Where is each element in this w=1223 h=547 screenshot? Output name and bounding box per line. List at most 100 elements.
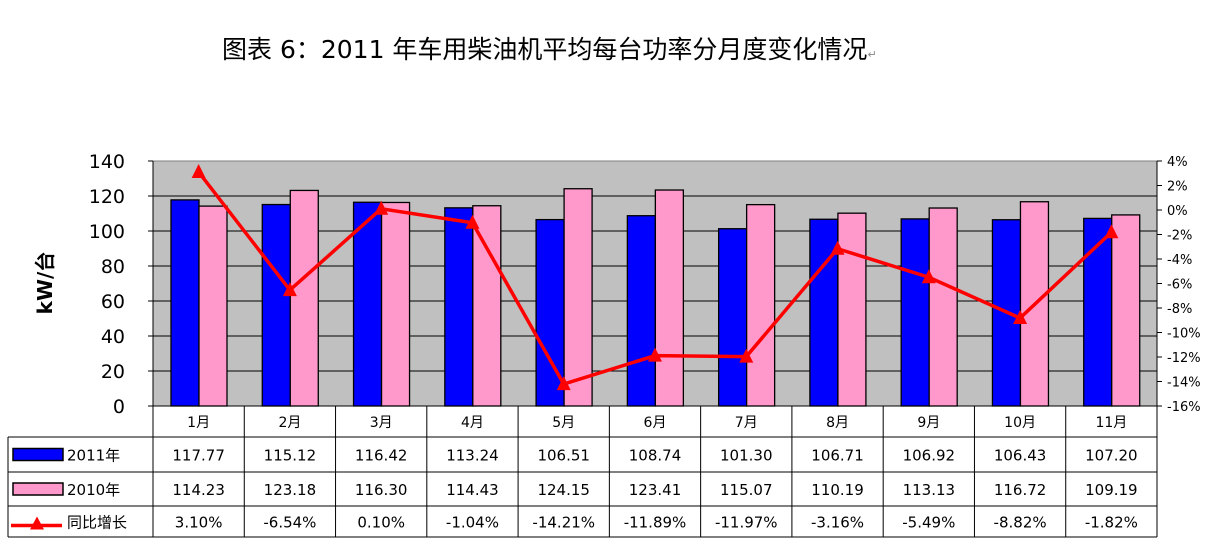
y2-tick-label: -14%	[1167, 376, 1201, 391]
table-cell: -11.97%	[715, 514, 778, 532]
category-label: 11月	[1095, 415, 1127, 431]
bar-2010年	[745, 203, 776, 407]
y2-tick-label: 2%	[1167, 180, 1188, 195]
table-cell: 117.77	[172, 447, 225, 465]
table-cell: 106.43	[994, 447, 1047, 465]
table-cell: 106.92	[903, 447, 956, 465]
table-cell: -1.82%	[1085, 514, 1138, 532]
growth-marker	[191, 164, 206, 179]
table-cell: 124.15	[537, 481, 590, 499]
category-label: 6月	[644, 415, 667, 431]
y-tick-label: 80	[101, 256, 125, 278]
bar-2011年	[261, 203, 291, 407]
bar-2010年	[654, 189, 685, 407]
bar-2011年	[352, 201, 383, 407]
y-axis-label: kW/台	[33, 252, 57, 315]
bar-2010年	[1111, 214, 1141, 407]
bar-2011年	[809, 218, 839, 407]
bar-2011年	[444, 207, 474, 407]
legend-triangle-icon	[30, 516, 44, 530]
table-cell: -1.04%	[446, 514, 499, 532]
table-cell: 0.10%	[357, 514, 405, 532]
y-tick-label: 140	[89, 151, 125, 173]
table-cell: -14.21%	[532, 514, 595, 532]
bar-2010年	[563, 188, 593, 407]
bar-2011年	[900, 218, 930, 407]
table-cell: 114.43	[446, 481, 499, 499]
table-cell: 106.71	[811, 447, 864, 465]
category-label: 3月	[370, 415, 393, 431]
growth-marker	[739, 348, 754, 363]
growth-marker	[1104, 224, 1119, 239]
bar-2011年	[170, 199, 200, 407]
growth-marker	[465, 214, 480, 229]
chart-title-text: 图表 6：2011 年车用柴油机平均每台功率分月度变化情况	[222, 35, 867, 64]
y2-tick-label: -16%	[1167, 400, 1201, 415]
table-cell: -6.54%	[263, 514, 316, 532]
y2-tick-label: -4%	[1167, 253, 1192, 268]
y-tick-label: 120	[89, 186, 125, 208]
table-cell: 101.30	[720, 447, 773, 465]
bar-2011年	[626, 215, 657, 407]
bar-2010年	[380, 201, 411, 407]
category-label: 9月	[917, 415, 940, 431]
return-mark: ↵	[867, 48, 876, 61]
table-cell: 109.19	[1085, 481, 1138, 499]
table-cell: -11.89%	[624, 514, 687, 532]
bar-2011年	[1083, 217, 1113, 407]
growth-marker	[556, 376, 571, 391]
bar-2011年	[717, 228, 748, 407]
growth-marker	[921, 269, 936, 284]
growth-marker	[1013, 310, 1028, 325]
table-cell: 116.30	[355, 481, 408, 499]
y2-tick-label: -2%	[1167, 229, 1192, 244]
legend-label: 2011年	[67, 447, 120, 465]
growth-marker	[282, 282, 297, 297]
y-tick-label: 60	[101, 291, 125, 313]
category-label: 2月	[278, 415, 301, 431]
bar-2010年	[837, 212, 867, 407]
bar-2010年	[289, 189, 319, 407]
table-cell: 107.20	[1085, 447, 1138, 465]
table-cell: 106.51	[537, 447, 590, 465]
bar-2010年	[472, 205, 502, 407]
legend-label: 2010年	[67, 481, 120, 499]
category-label: 4月	[461, 415, 484, 431]
table-cell: 110.19	[811, 481, 864, 499]
category-label: 8月	[826, 415, 849, 431]
y-tick-label: 40	[101, 326, 125, 348]
growth-marker	[374, 200, 389, 215]
category-label: 7月	[735, 415, 758, 431]
growth-marker	[648, 347, 662, 362]
legend-swatch-2011年	[12, 447, 64, 462]
y2-tick-label: -10%	[1167, 327, 1201, 342]
table-cell: -5.49%	[902, 514, 955, 532]
table-cell: 123.18	[264, 481, 317, 499]
table-cell: 116.42	[355, 447, 408, 465]
y2-tick-label: -8%	[1167, 302, 1192, 317]
y2-tick-label: 0%	[1167, 204, 1188, 219]
table-cell: -3.16%	[811, 514, 864, 532]
bar-2010年	[928, 207, 958, 407]
category-label: 5月	[552, 415, 575, 431]
table-cell: 115.07	[720, 481, 773, 499]
y-tick-label: 0	[113, 396, 125, 418]
chart-title: 图表 6：2011 年车用柴油机平均每台功率分月度变化情况↵	[222, 35, 877, 64]
legend-label: 同比增长	[67, 514, 127, 532]
y2-tick-label: -6%	[1167, 278, 1192, 293]
category-label: 1月	[187, 415, 210, 431]
table-cell: 123.41	[629, 481, 682, 499]
y-tick-label: 100	[89, 221, 125, 243]
y2-tick-label: -12%	[1167, 351, 1201, 366]
table-cell: 113.24	[446, 447, 499, 465]
table-cell: 3.10%	[175, 514, 223, 532]
y-tick-label: 20	[101, 361, 125, 383]
category-label: 10月	[1004, 415, 1036, 431]
table-cell: 116.72	[994, 481, 1047, 499]
table-cell: 114.23	[172, 481, 225, 499]
y2-tick-label: 4%	[1167, 155, 1188, 170]
growth-marker	[830, 240, 845, 255]
bar-2010年	[198, 205, 228, 407]
